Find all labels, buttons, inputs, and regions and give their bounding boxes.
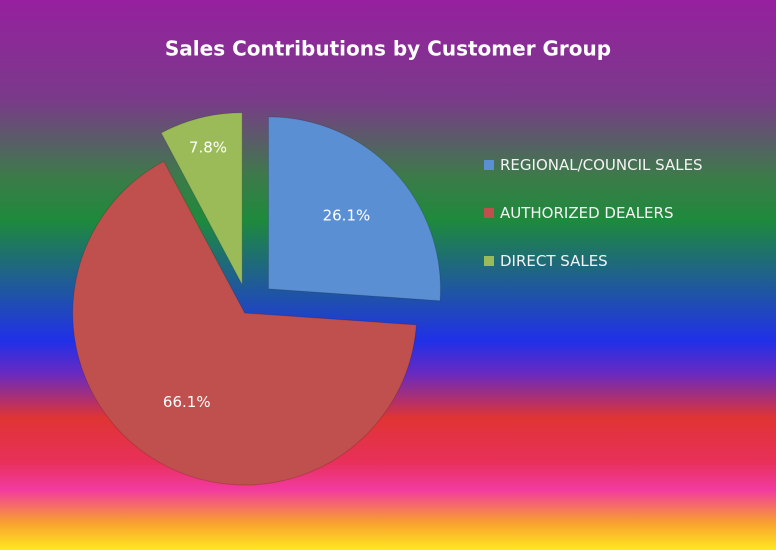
legend-swatch [484, 160, 494, 170]
pie-slice [160, 112, 243, 285]
legend-swatch [484, 256, 494, 266]
legend-entry: REGIONAL/COUNCIL SALES [484, 152, 724, 178]
legend-swatch [484, 208, 494, 218]
legend-label: DIRECT SALES [500, 252, 608, 270]
data-label: 26.1% [323, 207, 371, 225]
legend-entry: DIRECT SALES [484, 248, 724, 274]
data-label: 7.8% [189, 138, 227, 156]
chart-title: Sales Contributions by Customer Group [165, 37, 611, 61]
legend-label: REGIONAL/COUNCIL SALES [500, 156, 703, 174]
pie-slice [267, 116, 441, 302]
legend-label: AUTHORIZED DEALERS [500, 204, 674, 222]
data-label: 66.1% [163, 393, 211, 411]
legend: REGIONAL/COUNCIL SALES AUTHORIZED DEALERS… [484, 152, 724, 296]
legend-entry: AUTHORIZED DEALERS [484, 200, 724, 226]
pie-slice [72, 160, 417, 486]
